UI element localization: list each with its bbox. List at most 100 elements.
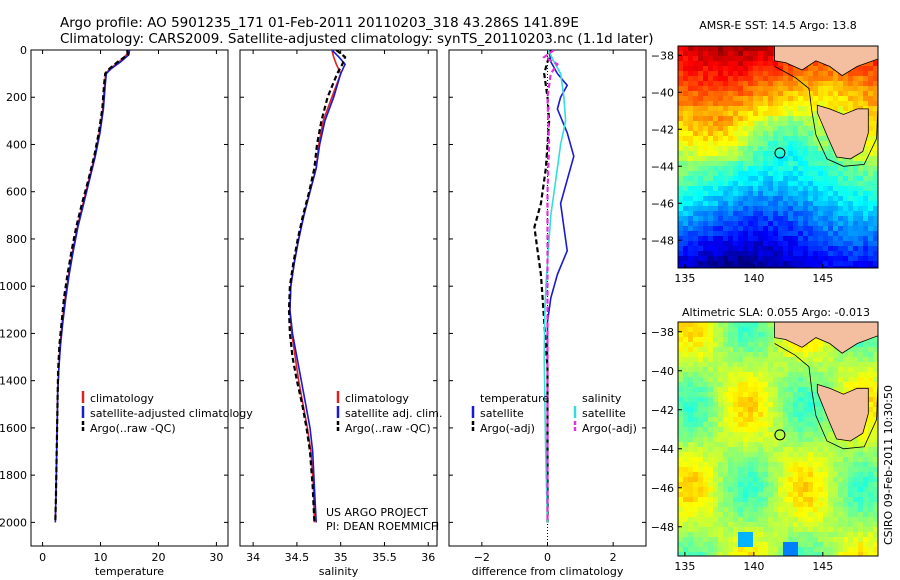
map-cell	[858, 206, 864, 212]
map-cell	[718, 246, 724, 252]
map-cell	[688, 517, 694, 523]
map-cell	[803, 412, 809, 418]
map-cell	[738, 136, 744, 142]
map-cell	[803, 246, 809, 252]
map-cell	[698, 261, 704, 267]
map-cell	[818, 412, 824, 418]
map-cell	[873, 387, 878, 393]
map-cell	[708, 216, 714, 222]
map-cell	[688, 61, 694, 67]
map-cell	[783, 517, 789, 523]
map-cell	[758, 61, 764, 67]
map-cell	[758, 206, 764, 212]
map-cell	[818, 166, 824, 172]
map-cell	[728, 402, 734, 408]
map-cell	[818, 467, 824, 473]
map-cell	[728, 332, 734, 338]
map-cell	[873, 457, 878, 463]
map-cell	[768, 492, 774, 498]
map-cell	[703, 497, 709, 503]
map-cell	[758, 71, 764, 77]
map-cell	[738, 61, 744, 67]
map-cell	[838, 547, 844, 553]
map-cell	[698, 161, 704, 167]
map-cell	[803, 537, 809, 543]
x-tick-label: 34.5	[285, 551, 310, 564]
map-cell	[778, 81, 784, 87]
map-cell	[783, 467, 789, 473]
map-cell	[718, 131, 724, 137]
map-cell	[808, 357, 814, 363]
map-cell	[718, 206, 724, 212]
map-cell	[703, 402, 709, 408]
map-cell	[763, 372, 769, 378]
map-cell	[723, 106, 729, 112]
map-cell	[693, 517, 699, 523]
map-cell	[678, 266, 684, 268]
map-cell	[773, 66, 779, 72]
map-cell	[753, 447, 759, 453]
map-cell	[853, 482, 859, 488]
map-cell	[748, 121, 754, 127]
map-cell	[778, 542, 784, 548]
map-cell	[723, 507, 729, 513]
map-cell	[848, 532, 854, 538]
map-cell	[818, 382, 824, 388]
map-cell	[783, 266, 789, 268]
map-cell	[703, 191, 709, 197]
map-cell	[828, 231, 834, 237]
map-cell	[863, 487, 869, 493]
map-cell	[868, 472, 874, 478]
map-cell	[818, 126, 824, 132]
map-cell	[763, 537, 769, 543]
map-cell	[748, 332, 754, 338]
map-cell	[703, 121, 709, 127]
map-cell	[688, 437, 694, 443]
map-cell	[693, 181, 699, 187]
map-cell	[773, 196, 779, 202]
map-cell	[758, 96, 764, 102]
map-cell	[793, 141, 799, 147]
map-cell	[708, 206, 714, 212]
map-cell	[798, 126, 804, 132]
map-cell	[843, 266, 849, 268]
map-cell	[768, 367, 774, 373]
map-cell	[773, 382, 779, 388]
map-cell	[763, 502, 769, 508]
map-cell	[713, 111, 719, 117]
map-cell	[748, 457, 754, 463]
map-cell	[828, 186, 834, 192]
map-cell	[688, 176, 694, 182]
map-cell	[793, 382, 799, 388]
map-cell	[733, 512, 739, 518]
map-cell	[843, 216, 849, 222]
map-cell	[863, 206, 869, 212]
map-cell	[683, 266, 689, 268]
map-cell	[703, 337, 709, 343]
map-cell	[853, 181, 859, 187]
map-cell	[763, 352, 769, 358]
map-cell	[698, 532, 704, 538]
map-cell	[678, 211, 684, 217]
map-cell	[803, 106, 809, 112]
map-cell	[723, 246, 729, 252]
map-cell	[803, 347, 809, 353]
map-cell	[788, 352, 794, 358]
map-cell	[868, 532, 874, 538]
map-cell	[778, 91, 784, 97]
map-cell	[683, 452, 689, 458]
x-tick-label: 0	[39, 551, 46, 564]
map-cell	[703, 126, 709, 132]
map-cell	[868, 121, 874, 127]
map-cell	[733, 452, 739, 458]
map-cell	[873, 467, 878, 473]
map-cell	[718, 121, 724, 127]
map-cell	[683, 337, 689, 343]
map-cell	[773, 156, 779, 162]
map-cell	[818, 146, 824, 152]
map-cell	[678, 387, 684, 393]
map-cell	[723, 502, 729, 508]
map-cell	[833, 542, 839, 548]
map-cell	[808, 161, 814, 167]
map-cell	[838, 352, 844, 358]
